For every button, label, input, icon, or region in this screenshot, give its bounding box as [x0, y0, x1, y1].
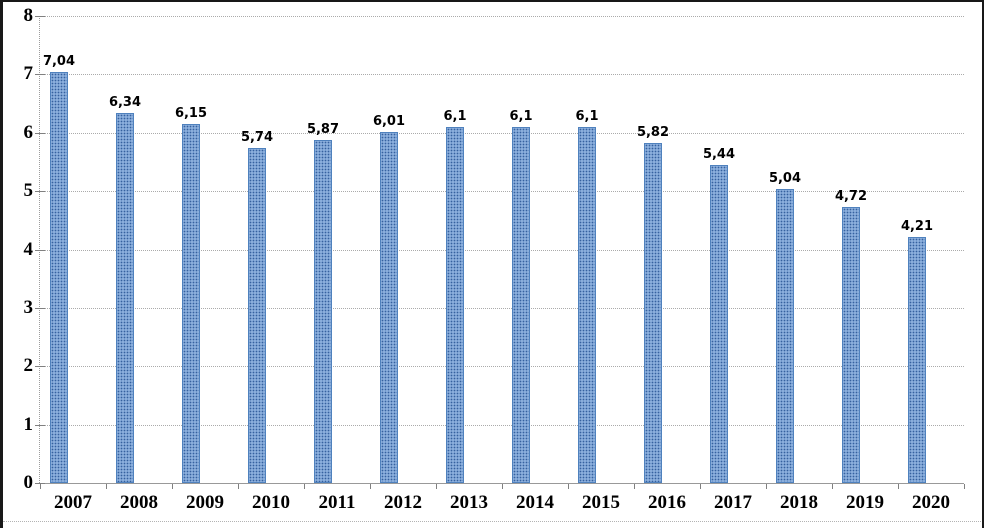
- x-axis-label: 2017: [714, 492, 752, 513]
- y-axis-label: 6: [23, 121, 34, 143]
- image-border-top: [0, 0, 984, 2]
- x-axis-label: 2013: [450, 492, 488, 513]
- y-axis-tick: [35, 74, 45, 76]
- x-axis-tick: [568, 484, 569, 489]
- x-axis-label: 2019: [846, 492, 884, 513]
- y-axis-tick: [35, 424, 45, 426]
- chart-frame-bottom-edge: [3, 521, 981, 522]
- x-axis-label: 2011: [318, 492, 356, 513]
- x-axis-tick: [700, 484, 701, 489]
- bar[interactable]: [50, 72, 68, 483]
- y-axis-tick: [35, 366, 45, 368]
- image-border-left: [0, 0, 3, 528]
- y-axis-tick: [35, 307, 45, 309]
- y-axis-label: 7: [23, 63, 34, 85]
- x-axis-tick: [502, 484, 503, 489]
- x-axis-label: 2010: [252, 492, 290, 513]
- bar-value-label: 5,04: [768, 171, 802, 186]
- y-axis-tick: [35, 249, 45, 251]
- bar-value-label: 4,21: [900, 219, 934, 234]
- x-axis-line: [40, 483, 964, 484]
- y-axis-tick: [35, 483, 45, 484]
- bar[interactable]: [710, 165, 728, 483]
- y-axis-label: 5: [23, 180, 34, 202]
- gridline: [40, 16, 964, 17]
- bar[interactable]: [182, 124, 200, 483]
- gridline: [40, 366, 964, 368]
- bar-value-label: 6,15: [174, 106, 208, 121]
- x-axis-tick: [964, 484, 965, 489]
- y-axis-tick: [35, 191, 45, 193]
- x-axis-label: 2008: [120, 492, 158, 513]
- bar-value-label: 5,82: [636, 125, 670, 140]
- gridline: [40, 249, 964, 251]
- bar-value-label: 7,04: [42, 54, 76, 69]
- x-axis-tick: [238, 484, 239, 489]
- y-axis-label: 0: [23, 472, 34, 493]
- bar[interactable]: [842, 207, 860, 483]
- y-axis-tick: [35, 16, 45, 17]
- bar-value-label: 5,44: [702, 147, 736, 162]
- x-axis-label: 2015: [582, 492, 620, 513]
- bar-value-label: 5,74: [240, 130, 274, 145]
- x-axis-tick: [370, 484, 371, 489]
- bar[interactable]: [116, 113, 134, 483]
- gridline: [40, 74, 964, 76]
- bar-value-label: 6,1: [443, 109, 467, 124]
- x-axis-tick: [898, 484, 899, 489]
- x-axis-tick: [634, 484, 635, 489]
- y-axis-label: 1: [23, 413, 34, 435]
- bar[interactable]: [644, 143, 662, 483]
- x-axis-tick: [106, 484, 107, 489]
- x-axis-tick: [172, 484, 173, 489]
- x-axis-tick: [832, 484, 833, 489]
- x-axis-label: 2014: [516, 492, 554, 513]
- bar-value-label: 6,1: [575, 109, 599, 124]
- x-axis-label: 2018: [780, 492, 818, 513]
- x-axis-tick: [766, 484, 767, 489]
- bar[interactable]: [248, 148, 266, 483]
- bar[interactable]: [908, 237, 926, 483]
- y-axis-label: 3: [23, 296, 34, 318]
- bar-value-label: 4,72: [834, 189, 868, 204]
- x-axis-tick: [40, 484, 41, 489]
- y-axis-label: 8: [23, 5, 34, 26]
- bar-value-label: 6,1: [509, 109, 533, 124]
- x-axis-label: 2016: [648, 492, 686, 513]
- plot-area: 7,04 6,34 6,15 5,74 5,87 6,01 6,1 6,1 6,1 5,82 5,4…: [35, 16, 965, 489]
- gridline: [40, 307, 964, 309]
- x-axis-label: 2020: [912, 492, 950, 513]
- bar[interactable]: [314, 140, 332, 483]
- bar-value-label: 5,87: [306, 122, 340, 137]
- x-axis-label: 2009: [186, 492, 224, 513]
- x-axis-tick: [304, 484, 305, 489]
- bar-value-label: 6,34: [108, 95, 142, 110]
- y-axis-label: 2: [23, 355, 34, 377]
- x-axis-label: 2012: [384, 492, 422, 513]
- bar[interactable]: [776, 189, 794, 483]
- bar[interactable]: [512, 127, 530, 483]
- x-axis-tick: [436, 484, 437, 489]
- gridline: [40, 132, 964, 134]
- bar[interactable]: [380, 132, 398, 483]
- image-border-right: [982, 0, 984, 528]
- bar[interactable]: [446, 127, 464, 483]
- x-axis-label: 2007: [54, 492, 92, 513]
- y-axis-label: 4: [23, 238, 34, 260]
- gridline: [40, 191, 964, 193]
- bar-value-label: 6,01: [372, 114, 406, 129]
- bar[interactable]: [578, 127, 596, 483]
- gridline: [40, 424, 964, 426]
- y-axis-tick: [35, 132, 45, 134]
